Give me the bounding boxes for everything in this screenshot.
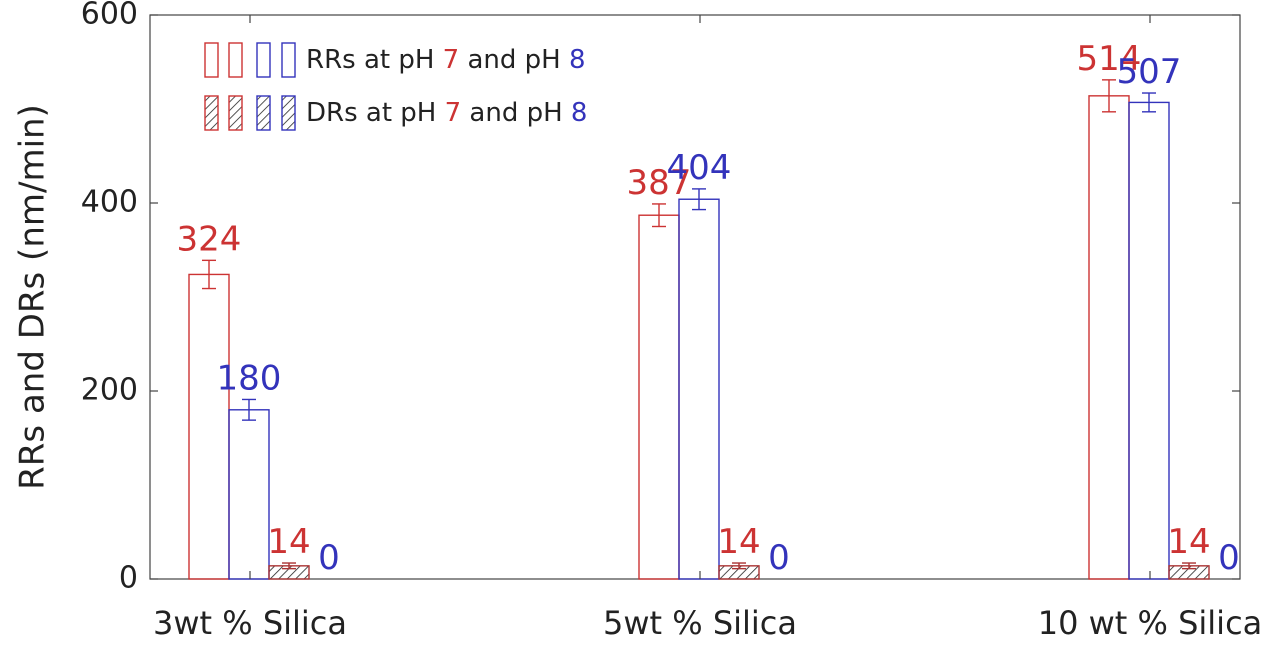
data-label-dr_ph8: 0 — [318, 538, 340, 578]
data-label-rr_ph8: 507 — [1117, 52, 1182, 92]
data-label-rr_ph7: 514 — [1077, 39, 1142, 79]
legend-text-part: RRs at pH — [306, 45, 443, 75]
legend-swatch-rr — [256, 42, 271, 78]
data-label-rr_ph8: 404 — [667, 148, 732, 188]
legend-text-part: 8 — [571, 98, 588, 128]
data-label-rr_ph7: 324 — [177, 219, 242, 259]
axis-layer: 0 200 400 600 3wt % Silica 5wt % Silica 10 wt … — [81, 0, 1263, 642]
legend-text-part: and pH — [459, 45, 569, 75]
legend-text-part: and pH — [461, 98, 571, 128]
legend-text-part: 7 — [443, 45, 460, 75]
x-category-label: 3wt % Silica — [153, 604, 347, 642]
y-tick-label: 600 — [81, 0, 138, 32]
y-tick-label: 200 — [81, 373, 138, 408]
y-tick-label: 0 — [119, 561, 138, 596]
legend-swatch-dr — [281, 95, 296, 131]
data-label-dr_ph7: 14 — [717, 522, 760, 562]
legend-text-part: DRs at pH — [306, 98, 445, 128]
legend-swatch-dr — [256, 95, 271, 131]
y-tick-label: 400 — [81, 185, 138, 220]
x-category-label: 10 wt % Silica — [1038, 604, 1263, 642]
data-label-dr_ph8: 0 — [768, 538, 790, 578]
y-axis-title: RRs and DRs (nm/min) — [13, 104, 53, 490]
data-label-dr_ph7: 14 — [267, 522, 310, 562]
legend-swatch-rr — [204, 42, 219, 78]
x-category-label: 5wt % Silica — [603, 604, 797, 642]
legend-text-part: 8 — [569, 45, 586, 75]
data-label-rr_ph8: 180 — [217, 358, 282, 398]
legend-label: DRs at pH 7 and pH 8 — [306, 98, 587, 128]
legend-swatch-rr — [281, 42, 296, 78]
legend-label: RRs at pH 7 and pH 8 — [306, 45, 586, 75]
plot-area — [149, 14, 1241, 580]
legend-swatch-rr — [228, 42, 243, 78]
data-label-rr_ph7: 387 — [627, 163, 692, 203]
legend-swatch-dr — [228, 95, 243, 131]
data-label-dr_ph8: 0 — [1218, 538, 1240, 578]
data-label-dr_ph7: 14 — [1167, 522, 1210, 562]
legend-text-part: 7 — [445, 98, 462, 128]
legend-swatch-dr — [204, 95, 219, 131]
